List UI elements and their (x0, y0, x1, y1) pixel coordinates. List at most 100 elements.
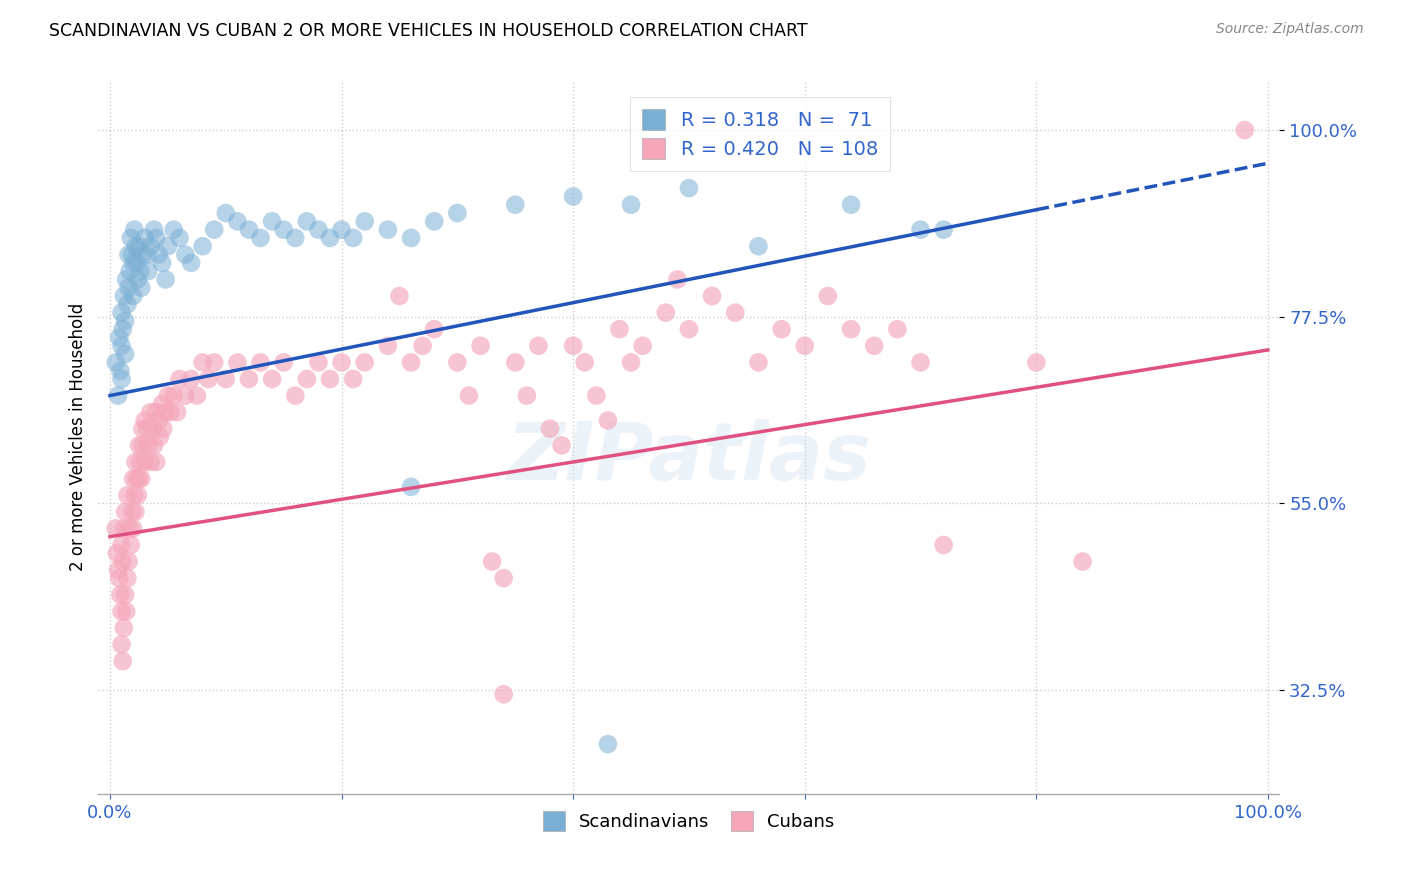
Point (330, 222, 353, 236)
Point (353, 214, 375, 228)
Point (284, 388, 307, 402)
Point (122, 472, 145, 486)
Point (678, 322, 700, 336)
Point (342, 231, 364, 245)
Point (169, 372, 191, 386)
Point (527, 339, 550, 353)
Point (131, 247, 153, 261)
Point (105, 546, 128, 560)
Point (307, 355, 329, 369)
Point (125, 256, 148, 270)
Point (156, 388, 179, 402)
Point (307, 222, 329, 236)
Point (149, 430, 172, 444)
Point (134, 231, 156, 245)
Point (249, 231, 271, 245)
Point (128, 438, 150, 452)
Point (238, 222, 260, 236)
Point (152, 422, 174, 436)
Point (128, 239, 150, 253)
Point (273, 222, 295, 236)
Point (110, 364, 132, 378)
Point (470, 339, 492, 353)
Point (399, 231, 422, 245)
Point (609, 322, 631, 336)
Point (747, 239, 769, 253)
Point (159, 405, 181, 419)
Point (197, 372, 219, 386)
Point (724, 305, 747, 319)
Point (353, 355, 375, 369)
Point (399, 355, 422, 369)
Point (186, 388, 208, 402)
Point (107, 388, 129, 402)
Point (131, 422, 153, 436)
Point (666, 272, 689, 286)
Point (128, 472, 150, 486)
Point (117, 297, 139, 311)
Point (262, 214, 284, 228)
Point (910, 355, 932, 369)
Point (143, 438, 166, 452)
Point (910, 222, 932, 236)
Point (503, 198, 526, 212)
Point (114, 505, 136, 519)
Point (817, 289, 839, 303)
Point (139, 239, 162, 253)
Point (145, 405, 167, 419)
Point (150, 397, 173, 411)
Point (118, 264, 141, 278)
Point (134, 413, 156, 427)
Point (596, 413, 619, 427)
Point (932, 222, 955, 236)
Point (596, 737, 619, 751)
Point (112, 521, 135, 535)
Point (124, 505, 146, 519)
Point (163, 222, 186, 236)
Point (747, 355, 769, 369)
Point (156, 239, 179, 253)
Point (191, 355, 214, 369)
Point (180, 256, 202, 270)
Point (770, 322, 793, 336)
Point (122, 256, 145, 270)
Point (127, 272, 149, 286)
Point (458, 388, 481, 402)
Point (110, 305, 132, 319)
Point (295, 214, 318, 228)
Point (121, 505, 143, 519)
Point (215, 206, 238, 220)
Point (121, 247, 143, 261)
Point (226, 214, 249, 228)
Point (330, 355, 353, 369)
Point (117, 488, 139, 502)
Point (423, 214, 446, 228)
Point (319, 231, 342, 245)
Point (124, 488, 146, 502)
Point (481, 555, 503, 569)
Point (129, 455, 152, 469)
Point (122, 289, 145, 303)
Point (155, 405, 177, 419)
Point (117, 555, 139, 569)
Point (114, 314, 136, 328)
Point (134, 455, 156, 469)
Point (150, 256, 173, 270)
Point (295, 372, 318, 386)
Point (104, 355, 127, 369)
Point (700, 289, 723, 303)
Point (110, 638, 132, 652)
Point (117, 571, 139, 585)
Point (516, 388, 538, 402)
Point (136, 247, 159, 261)
Point (120, 231, 142, 245)
Point (399, 480, 422, 494)
Point (1071, 555, 1094, 569)
Point (655, 305, 678, 319)
Point (115, 604, 138, 618)
Point (110, 538, 132, 552)
Point (1025, 355, 1047, 369)
Point (1233, 123, 1256, 137)
Text: ZIPatlas: ZIPatlas (506, 419, 872, 498)
Point (503, 355, 526, 369)
